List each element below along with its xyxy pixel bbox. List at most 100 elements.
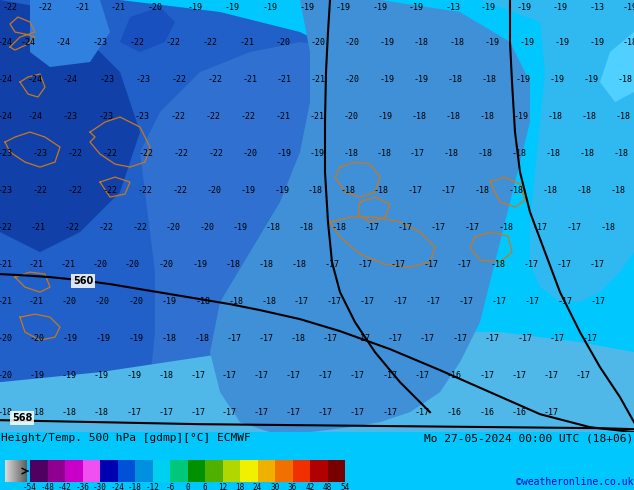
- Text: -19: -19: [514, 112, 529, 121]
- Text: -20: -20: [311, 38, 325, 47]
- Text: -17: -17: [359, 296, 375, 306]
- Bar: [65, 460, 82, 482]
- Text: -19: -19: [555, 38, 569, 47]
- Text: 568: 568: [12, 413, 32, 423]
- Text: -19: -19: [188, 2, 202, 11]
- Text: -19: -19: [481, 2, 496, 11]
- Text: 560: 560: [73, 276, 93, 286]
- Text: -21: -21: [240, 38, 254, 47]
- Text: -20: -20: [61, 296, 77, 306]
- Text: -24: -24: [56, 38, 70, 47]
- Text: -17: -17: [479, 370, 495, 380]
- Text: -20: -20: [124, 260, 139, 269]
- Text: -19: -19: [590, 38, 604, 47]
- Text: -21: -21: [276, 74, 292, 83]
- Text: -18: -18: [30, 408, 44, 416]
- Text: -21: -21: [60, 260, 75, 269]
- Bar: [9, 460, 10, 482]
- Polygon shape: [30, 0, 110, 67]
- Text: Mo 27-05-2024 00:00 UTC (18+06): Mo 27-05-2024 00:00 UTC (18+06): [424, 433, 633, 443]
- Text: -18: -18: [448, 74, 462, 83]
- Text: -17: -17: [254, 408, 269, 416]
- Text: -18: -18: [600, 222, 616, 232]
- Text: -18: -18: [292, 260, 306, 269]
- Text: -22: -22: [171, 112, 186, 121]
- Text: -19: -19: [129, 334, 143, 343]
- Text: -18: -18: [158, 370, 174, 380]
- Text: -21: -21: [242, 74, 257, 83]
- Bar: [188, 460, 205, 482]
- Text: -18: -18: [307, 186, 323, 195]
- Text: -19: -19: [484, 38, 500, 47]
- Text: -17: -17: [387, 334, 403, 343]
- Text: -17: -17: [127, 408, 141, 416]
- Text: -20: -20: [148, 2, 162, 11]
- Text: -19: -19: [335, 2, 351, 11]
- Text: -20: -20: [93, 260, 108, 269]
- Text: -19: -19: [377, 112, 392, 121]
- Bar: [310, 460, 328, 482]
- Text: -48: -48: [41, 483, 55, 490]
- Text: -18: -18: [259, 260, 273, 269]
- Text: -18: -18: [548, 112, 562, 121]
- Text: -18: -18: [581, 112, 597, 121]
- Text: -18: -18: [508, 186, 524, 195]
- Text: -18: -18: [614, 148, 628, 158]
- Text: -17: -17: [254, 370, 269, 380]
- Bar: [5, 460, 6, 482]
- Text: -19: -19: [380, 38, 394, 47]
- Text: -18: -18: [373, 186, 389, 195]
- Text: -17: -17: [392, 296, 408, 306]
- Text: -22: -22: [138, 186, 153, 195]
- Text: -17: -17: [517, 334, 533, 343]
- Text: -22: -22: [129, 38, 145, 47]
- Text: -17: -17: [391, 260, 406, 269]
- Text: -18: -18: [413, 38, 429, 47]
- Text: -19: -19: [299, 2, 314, 11]
- Bar: [328, 460, 345, 482]
- Bar: [240, 460, 257, 482]
- Text: -17: -17: [382, 370, 398, 380]
- Text: -18: -18: [93, 408, 108, 416]
- Text: -17: -17: [533, 222, 548, 232]
- Text: -30: -30: [93, 483, 107, 490]
- Text: -17: -17: [349, 370, 365, 380]
- Text: -22: -22: [202, 38, 217, 47]
- Text: -18: -18: [261, 296, 276, 306]
- Text: -18: -18: [162, 334, 176, 343]
- Text: -21: -21: [29, 260, 44, 269]
- Text: -19: -19: [276, 148, 292, 158]
- Text: -19: -19: [380, 74, 394, 83]
- Text: -17: -17: [458, 296, 474, 306]
- Text: -17: -17: [221, 408, 236, 416]
- Text: -21: -21: [276, 112, 290, 121]
- Text: -22: -22: [133, 222, 148, 232]
- Text: 54: 54: [340, 483, 349, 490]
- Text: -19: -19: [373, 2, 387, 11]
- Text: -17: -17: [349, 408, 365, 416]
- Text: -19: -19: [408, 2, 424, 11]
- Text: -22: -22: [67, 186, 82, 195]
- Text: -22: -22: [138, 148, 153, 158]
- Text: -18: -18: [299, 222, 313, 232]
- Text: -19: -19: [413, 74, 429, 83]
- Polygon shape: [120, 7, 175, 52]
- Text: -21: -21: [311, 74, 325, 83]
- Text: 24: 24: [253, 483, 262, 490]
- Text: -23: -23: [0, 148, 13, 158]
- Text: -22: -22: [103, 186, 117, 195]
- Text: -24: -24: [0, 38, 13, 47]
- Text: -16: -16: [446, 408, 462, 416]
- Text: -17: -17: [425, 296, 441, 306]
- Text: -18: -18: [543, 186, 557, 195]
- Bar: [6, 460, 7, 482]
- Text: -21: -21: [110, 2, 126, 11]
- Text: -17: -17: [441, 186, 455, 195]
- Text: -19: -19: [30, 370, 44, 380]
- Text: -23: -23: [100, 74, 115, 83]
- Text: -19: -19: [233, 222, 247, 232]
- Text: -17: -17: [567, 222, 581, 232]
- Text: ©weatheronline.co.uk: ©weatheronline.co.uk: [515, 477, 633, 487]
- Text: -20: -20: [207, 186, 221, 195]
- Text: 0: 0: [185, 483, 190, 490]
